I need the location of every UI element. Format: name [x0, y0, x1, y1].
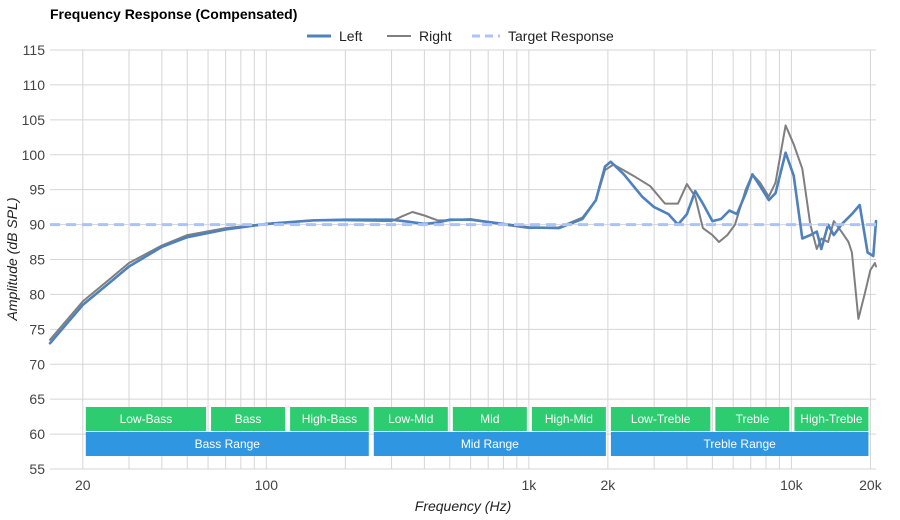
x-tick-label: 2k	[600, 477, 616, 493]
sub-range-band	[290, 407, 369, 431]
y-tick-label: 70	[29, 356, 45, 372]
sub-range-band-label: Low-Mid	[388, 412, 433, 426]
y-tick-label: 75	[29, 321, 45, 337]
x-tick-label: 10k	[780, 477, 804, 493]
sub-range-band-label: Bass	[235, 412, 262, 426]
y-tick-label: 105	[22, 112, 46, 128]
range-band	[85, 432, 369, 456]
x-axis-ticks: 20 100 1k 2k 10k 20k	[75, 477, 883, 493]
sub-range-band	[610, 407, 711, 431]
range-band-label: Treble Range	[704, 437, 777, 451]
x-tick-label: 20	[75, 477, 91, 493]
x-tick-label: 20k	[859, 477, 883, 493]
sub-range-band-label: Low-Bass	[120, 412, 173, 426]
sub-range-band-label: Mid	[480, 412, 499, 426]
sub-range-band	[373, 407, 448, 431]
legend-label-left: Left	[339, 28, 362, 44]
x-axis-title: Frequency (Hz)	[415, 498, 511, 514]
sub-range-band-label: High-Mid	[545, 412, 593, 426]
series-lines	[48, 124, 878, 345]
range-band-label: Bass Range	[195, 437, 261, 451]
legend-label-right: Right	[419, 28, 452, 44]
x-tick-label: 1k	[521, 477, 537, 493]
range-band	[373, 432, 606, 456]
grid	[50, 49, 876, 470]
legend: Left Right Target Response	[307, 28, 614, 44]
sub-range-band-label: Low-Treble	[631, 412, 691, 426]
sub-range-band-label: Treble	[736, 412, 770, 426]
y-tick-label: 80	[29, 286, 45, 302]
sub-range-band	[85, 407, 207, 431]
frequency-bands: Low-Bass Bass High-Bass Low-Mid Mid High-Mid L…	[85, 407, 869, 456]
sub-range-band	[452, 407, 527, 431]
y-tick-label: 95	[29, 182, 45, 198]
x-tick-label: 100	[255, 477, 279, 493]
legend-label-target: Target Response	[508, 28, 614, 44]
y-axis-title: Amplitude (dB SPL)	[4, 198, 20, 322]
y-tick-label: 85	[29, 252, 45, 268]
y-tick-label: 65	[29, 391, 45, 407]
series-line-left	[48, 151, 878, 345]
y-axis-ticks: 55 60 65 70 75 80 85 90 95 100 105 110 115	[22, 42, 46, 477]
y-tick-label: 100	[22, 147, 46, 163]
sub-range-band-label: High-Bass	[302, 412, 357, 426]
sub-range-band	[211, 407, 286, 431]
sub-range-band	[715, 407, 790, 431]
sub-range-band-label: High-Treble	[800, 412, 863, 426]
series-line-right	[49, 124, 877, 341]
y-tick-label: 110	[23, 77, 46, 93]
sub-range-band	[794, 407, 869, 431]
y-tick-label: 90	[29, 217, 45, 233]
sub-range-band	[531, 407, 606, 431]
y-tick-label: 55	[29, 461, 45, 477]
y-tick-label: 60	[29, 426, 45, 442]
y-tick-label: 115	[23, 42, 46, 58]
range-band	[610, 432, 869, 456]
range-band-label: Mid Range	[461, 437, 519, 451]
chart-title: Frequency Response (Compensated)	[50, 6, 297, 22]
